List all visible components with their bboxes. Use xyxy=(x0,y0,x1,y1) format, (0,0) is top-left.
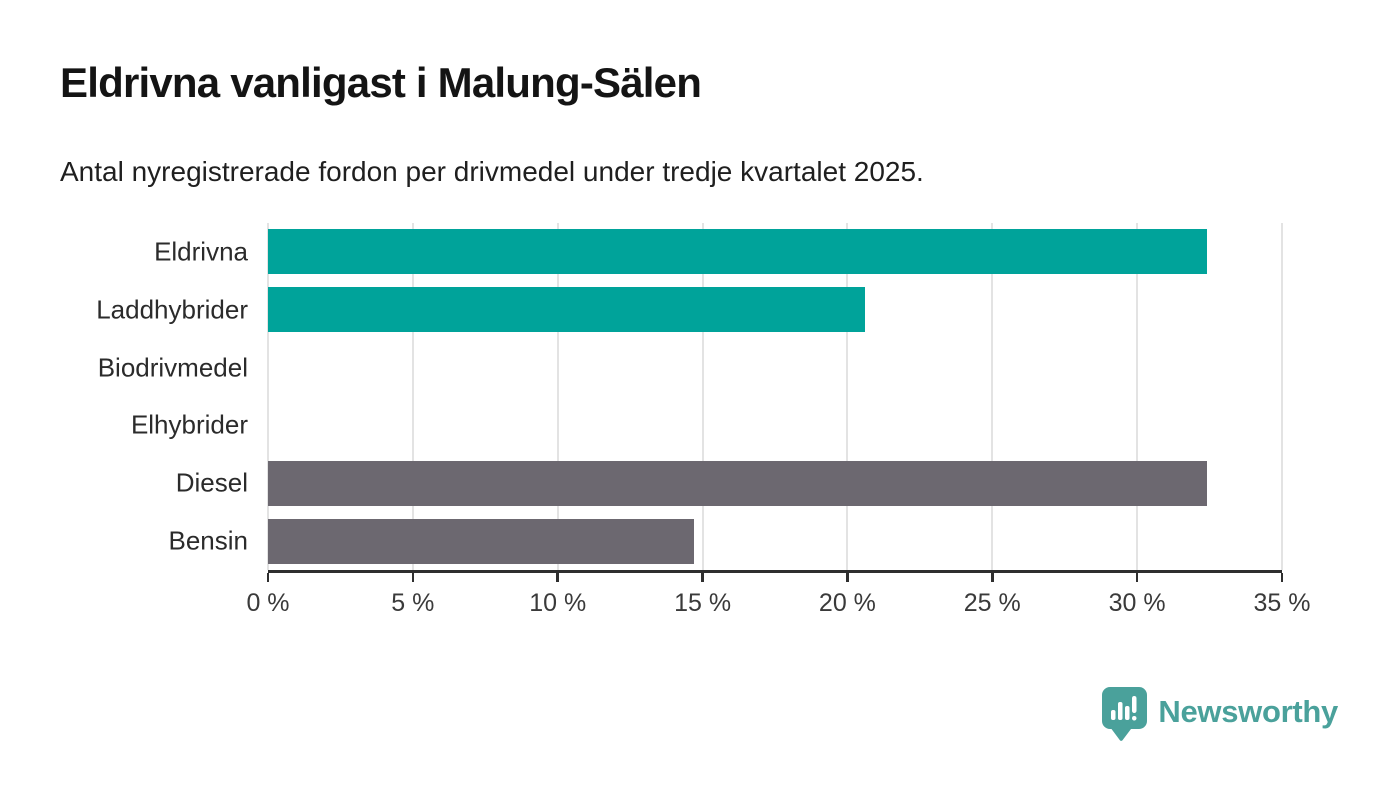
axis-tick-label: 15 % xyxy=(674,589,732,617)
axis-tick-mark xyxy=(411,573,415,582)
plot-area: 0 % 5 % 10 % 15 % 20 % 25 % 30 % 35 % Eldrivna La… xyxy=(96,223,1310,617)
axis-tick-mark xyxy=(556,573,559,582)
logo-wordmark: Newsworthy xyxy=(1158,693,1338,729)
chart-subtitle: Antal nyregistrerade fordon per drivmede… xyxy=(60,156,924,187)
gridline xyxy=(411,223,414,570)
axis-tick-mark xyxy=(846,573,849,582)
axis-tick-label: 25 % xyxy=(963,589,1021,617)
axis-tick-label: 35 % xyxy=(1253,589,1311,617)
newsworthy-pin-barchart-icon xyxy=(1102,687,1148,741)
axis-tick-label: 30 % xyxy=(1108,589,1166,617)
bar-bensin xyxy=(268,518,694,564)
axis-tick-label: 20 % xyxy=(818,589,876,617)
bar-diesel xyxy=(268,460,1207,506)
logo-bar-2 xyxy=(1118,702,1123,720)
gridline xyxy=(701,223,704,570)
category-label: Bensin xyxy=(168,525,249,556)
category-label: Diesel xyxy=(175,467,248,498)
category-label: Laddhybrider xyxy=(96,294,248,325)
category-label: Eldrivna xyxy=(154,236,248,267)
logo-pin-shape xyxy=(1102,687,1148,741)
category-label: Biodrivmedel xyxy=(97,352,248,383)
axis-tick-label: 10 % xyxy=(529,589,587,617)
newsworthy-logo: Newsworthy xyxy=(1102,687,1338,741)
bar-laddhybrider xyxy=(268,287,865,333)
axis-tick-label: 5 % xyxy=(391,589,435,617)
logo-exclamation-stem xyxy=(1132,696,1137,713)
gridline xyxy=(991,223,994,570)
category-label: Elhybrider xyxy=(130,409,248,440)
logo-exclamation-dot xyxy=(1132,716,1137,721)
axis-tick-mark xyxy=(991,573,994,582)
axis-tick-label: 0 % xyxy=(246,589,290,617)
gridline xyxy=(846,223,849,570)
bar-eldrivna xyxy=(268,229,1207,275)
logo-bar-1 xyxy=(1111,710,1116,720)
gridline xyxy=(1136,223,1139,570)
chart-title: Eldrivna vanligast i Malung-Sälen xyxy=(60,59,702,106)
logo-bar-3 xyxy=(1125,706,1130,720)
axis-tick-mark xyxy=(1135,573,1139,582)
gridline xyxy=(267,223,269,570)
axis-tick-mark xyxy=(701,573,704,582)
axis-tick-mark xyxy=(1280,573,1284,582)
gridline xyxy=(556,223,559,570)
axis-tick-mark xyxy=(266,573,270,582)
gridline xyxy=(1281,223,1283,570)
